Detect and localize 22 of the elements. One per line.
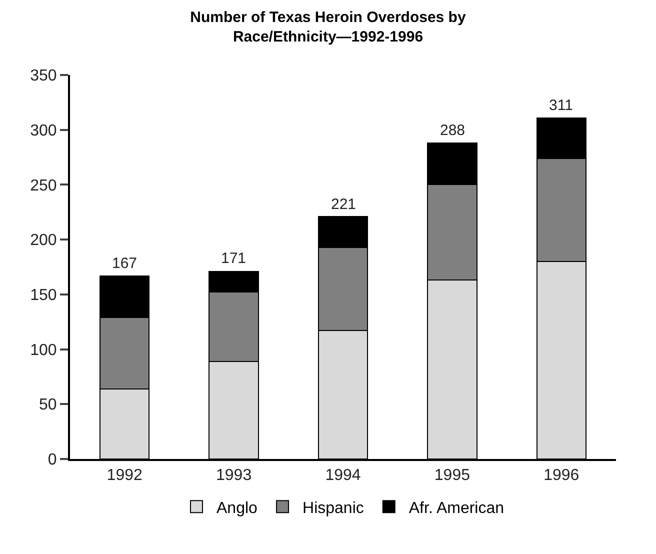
y-tick-label: 150 (30, 287, 57, 304)
total-label: 171 (221, 250, 246, 267)
x-tick-label: 1995 (434, 467, 470, 484)
x-tick-label: 1993 (216, 467, 252, 484)
y-tick-label: 250 (30, 177, 57, 194)
chart-title: Number of Texas Heroin Overdoses by Race/Ethnicity—1992-1996 (190, 9, 466, 46)
x-tick-label: 1994 (325, 467, 361, 484)
y-tick-label: 200 (30, 232, 57, 250)
legend-label: Anglo (216, 500, 258, 517)
x-tick-label: 1996 (544, 467, 580, 484)
y-tick-label: 0 (48, 452, 57, 469)
legend-label: Hispanic (302, 500, 364, 517)
y-tick-label: 350 (30, 68, 57, 85)
y-tick-label: 300 (30, 122, 57, 140)
total-label: 221 (331, 196, 356, 213)
total-label: 167 (112, 255, 138, 272)
x-tick-label: 1992 (106, 467, 142, 484)
y-tick-label: 100 (30, 342, 57, 359)
y-tick-label: 50 (39, 396, 57, 414)
total-label: 311 (549, 97, 573, 114)
total-label: 288 (440, 122, 466, 139)
legend-label: Afr. American (408, 500, 504, 517)
